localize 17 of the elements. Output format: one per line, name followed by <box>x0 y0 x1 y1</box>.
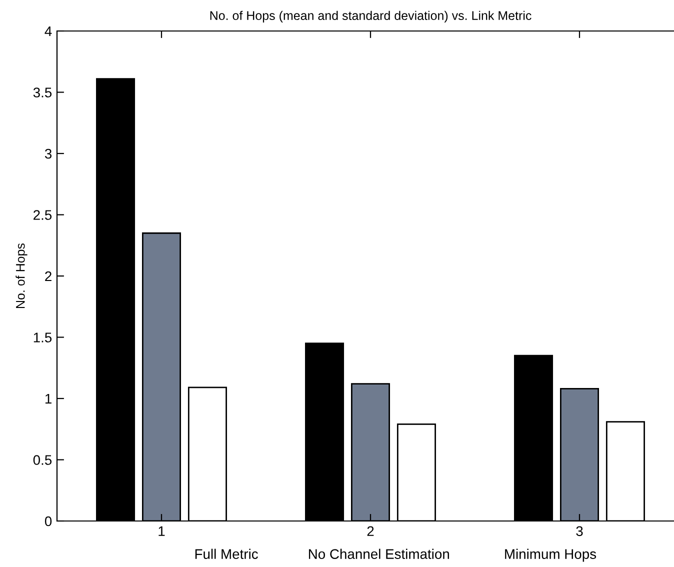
y-tick-label: 0.5 <box>33 455 52 465</box>
y-tick-label: 2.5 <box>34 210 52 220</box>
y-tick-label: 1 <box>45 394 52 404</box>
y-tick-label: 4 <box>44 26 52 36</box>
chart-title: No. of Hops (mean and standard deviation) vs. Link Metric <box>210 10 532 22</box>
y-axis-title: No. of Hops <box>16 243 28 308</box>
y-tick-label: 2 <box>45 271 52 282</box>
text: Minimum Hops <box>505 548 596 562</box>
x-tick-label: 3 <box>576 526 583 536</box>
y-tick-label: 1.5 <box>34 332 52 342</box>
text: No Channel Estimation <box>308 548 449 559</box>
x-tick-label: 1 <box>158 526 165 536</box>
y-tick-label: 0 <box>44 516 52 526</box>
text: Full Metric <box>195 548 258 559</box>
x-tick-label: 2 <box>367 526 374 536</box>
y-tick-label: 3.5 <box>33 88 52 98</box>
y-tick-label: 3 <box>44 148 52 159</box>
